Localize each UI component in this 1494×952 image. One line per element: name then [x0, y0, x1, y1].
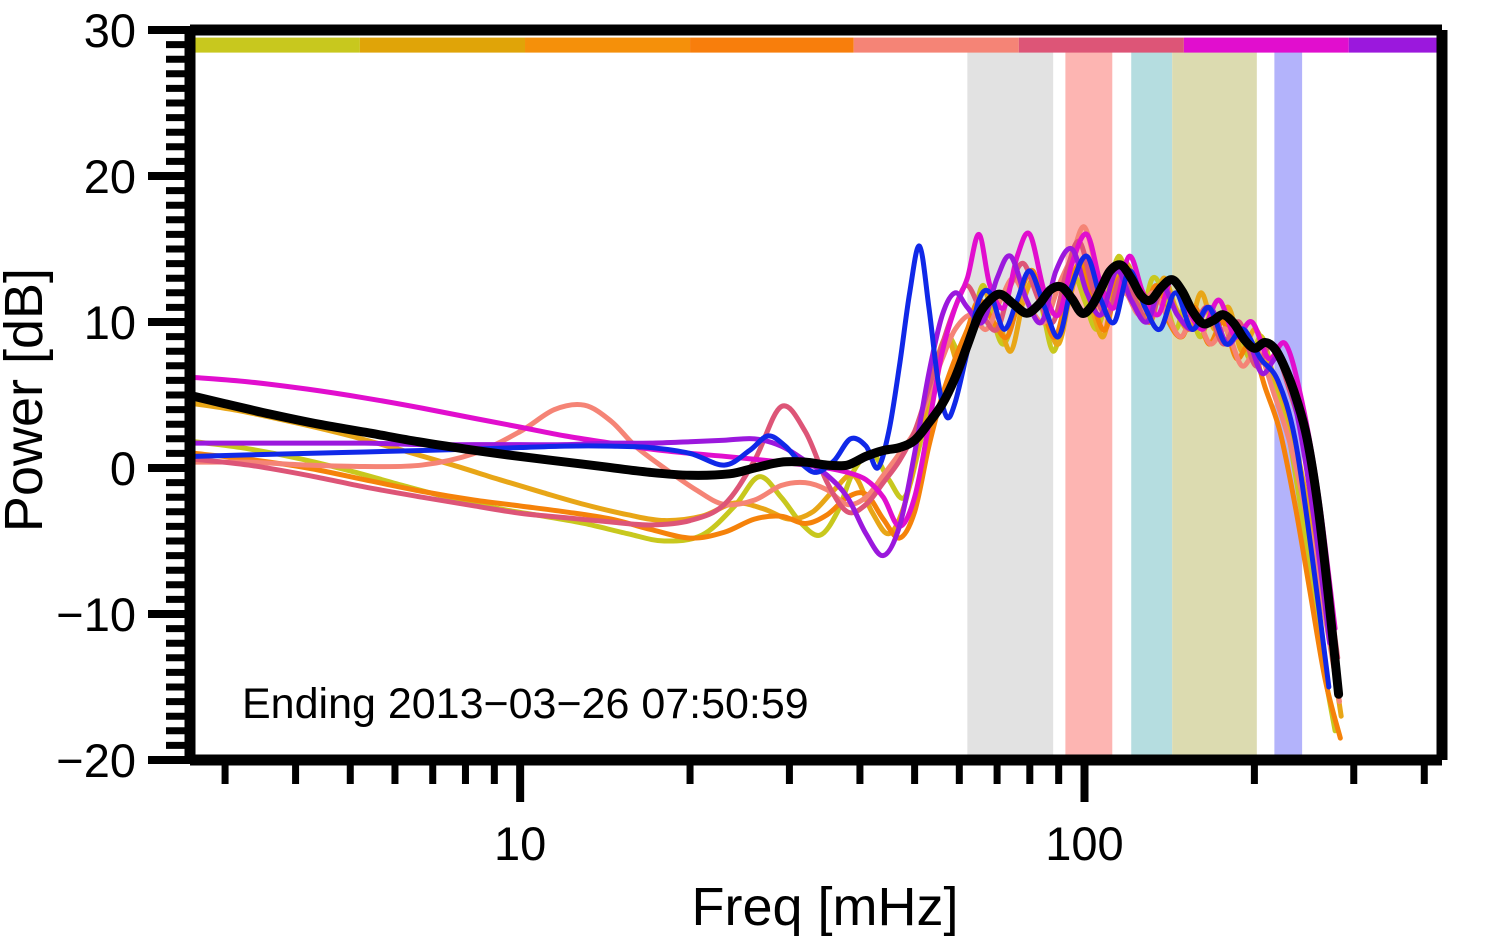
color-bar-segment-5 [1018, 37, 1184, 53]
axes-group [148, 24, 1448, 802]
y-tick-label: −20 [56, 734, 136, 787]
y-tick-label: 0 [110, 442, 136, 495]
series-group [190, 224, 1344, 741]
shaded-bands-group [967, 52, 1303, 760]
band-khaki [1172, 52, 1257, 760]
series-mean-spectrum [190, 260, 1344, 699]
band-teal [1131, 52, 1173, 760]
y-tick-label: 10 [84, 296, 136, 349]
y-axis-label: Power [dB] [0, 268, 54, 532]
y-tick-label: 20 [84, 150, 136, 203]
series-spectrum-salmon [192, 224, 1342, 705]
y-tick-label: 30 [84, 4, 136, 57]
color-bar-segment-3 [690, 37, 854, 53]
x-axis-label: Freq [mHz] [691, 877, 958, 937]
color-bar-segment-6 [1183, 37, 1349, 53]
x-tick-label: 100 [1045, 817, 1123, 870]
y-tick-label: −10 [56, 588, 136, 641]
ending-timestamp-label: Ending 2013−03−26 07:50:59 [242, 680, 809, 728]
color-bar-segment-0 [194, 37, 360, 53]
tick-labels-group: −20 −10 0 10 20 30 10 100 [56, 4, 1123, 870]
segment-color-bar [194, 37, 1442, 53]
color-bar-segment-7 [1348, 37, 1442, 53]
band-gray [967, 52, 1054, 760]
color-bar-segment-2 [525, 37, 691, 53]
color-bar-segment-1 [359, 37, 526, 53]
x-tick-label: 10 [494, 817, 546, 870]
color-bar-segment-4 [853, 37, 1019, 53]
band-pink [1065, 52, 1113, 760]
series-spectrum-blue [192, 243, 1332, 690]
